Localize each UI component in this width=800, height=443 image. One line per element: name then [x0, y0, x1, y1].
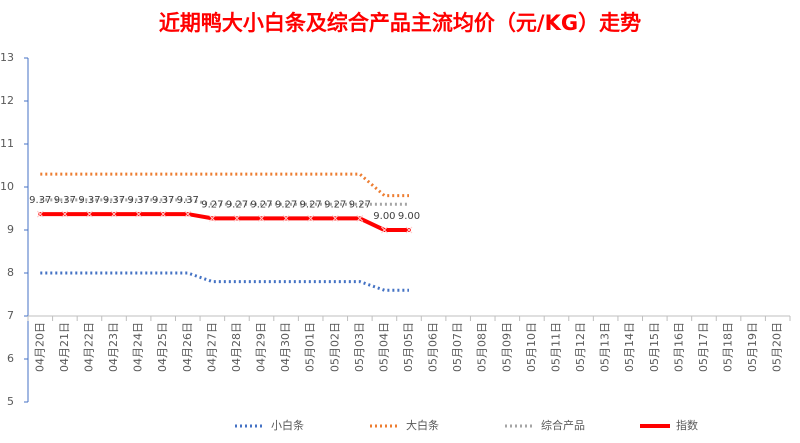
x-tick-label: 04月21日 — [58, 322, 71, 372]
point-marker — [282, 215, 290, 222]
y-tick-label: 7 — [7, 309, 14, 322]
legend-label: 指数 — [676, 418, 698, 432]
chart-title: 近期鸭大小白条及综合产品主流均价（元/KG）走势 — [159, 11, 641, 35]
x-tick-label: 05月16日 — [672, 322, 685, 372]
data-label: 9.27 — [349, 199, 371, 210]
point-marker — [356, 215, 364, 222]
x-tick-label: 04月26日 — [181, 322, 194, 372]
x-tick-label: 04月27日 — [205, 322, 218, 372]
data-label: 9.37 — [127, 195, 149, 206]
series-line — [38, 212, 411, 232]
x-tick-label: 04月25日 — [156, 322, 169, 372]
x-tick-label: 04月23日 — [107, 322, 120, 372]
data-label: 9.27 — [300, 199, 322, 210]
x-tick-label: 04月20日 — [33, 322, 46, 372]
y-tick-label: 12 — [0, 94, 14, 107]
point-marker — [233, 215, 241, 222]
x-tick-label: 04月28日 — [230, 322, 243, 372]
x-tick-label: 05月07日 — [451, 322, 464, 372]
x-tick-label: 05月01日 — [304, 322, 317, 372]
x-tick-label: 05月10日 — [525, 322, 538, 372]
x-tick-label: 04月29日 — [255, 322, 268, 372]
x-tick-label: 05月06日 — [427, 322, 440, 372]
series-line — [40, 198, 409, 206]
data-label: 9.27 — [201, 199, 223, 210]
legend-label: 小白条 — [271, 418, 304, 432]
x-tick-label: 05月04日 — [377, 322, 390, 372]
x-tick-label: 05月17日 — [697, 322, 710, 372]
legend-label: 大白条 — [406, 418, 439, 432]
point-marker — [307, 215, 315, 222]
legend-label: 综合产品 — [541, 418, 585, 432]
x-tick-label: 05月14日 — [623, 322, 636, 372]
point-marker — [36, 210, 44, 218]
point-marker — [135, 210, 142, 218]
point-marker — [110, 210, 118, 218]
x-tick-label: 05月09日 — [500, 322, 513, 372]
point-marker — [331, 215, 339, 222]
point-marker — [61, 210, 69, 218]
x-tick-label: 05月18日 — [722, 322, 735, 372]
y-tick-label: 8 — [7, 266, 14, 279]
x-tick-label: 05月02日 — [328, 322, 341, 372]
x-tick-label: 05月05日 — [402, 322, 415, 372]
point-marker — [86, 210, 93, 218]
x-tick-label: 04月30日 — [279, 322, 292, 372]
x-tick-label: 05月03日 — [353, 322, 366, 372]
data-label: 9.00 — [373, 211, 395, 222]
x-tick-label: 05月19日 — [746, 322, 759, 372]
point-marker — [159, 210, 167, 218]
x-tick-label: 05月15日 — [648, 322, 661, 372]
point-marker — [209, 215, 216, 222]
data-label: 9.37 — [177, 195, 199, 206]
x-tick-label: 05月20日 — [771, 322, 784, 372]
y-tick-label: 11 — [0, 137, 14, 150]
point-marker — [184, 210, 192, 218]
x-tick-label: 05月11日 — [549, 322, 562, 372]
data-label: 9.27 — [324, 199, 346, 210]
x-tick-label: 04月22日 — [82, 322, 95, 372]
y-tick-label: 6 — [7, 352, 14, 365]
data-label: 9.37 — [29, 195, 51, 206]
data-label: 9.37 — [78, 195, 100, 206]
x-tick-label: 04月24日 — [132, 322, 145, 372]
series-line — [40, 172, 409, 198]
point-marker — [381, 226, 388, 234]
series-line — [40, 271, 409, 292]
x-tick-label: 05月12日 — [574, 322, 587, 372]
data-label: 9.37 — [103, 195, 125, 206]
data-label: 9.27 — [275, 199, 297, 210]
data-label: 9.27 — [250, 199, 272, 210]
y-tick-label: 13 — [0, 51, 14, 64]
data-label: 9.37 — [54, 195, 76, 206]
data-label: 9.37 — [152, 195, 174, 206]
y-tick-label: 9 — [7, 223, 14, 236]
y-tick-label: 10 — [0, 180, 14, 193]
data-label: 9.00 — [398, 211, 420, 222]
x-tick-label: 05月13日 — [599, 322, 612, 372]
point-marker — [405, 226, 413, 234]
point-marker — [258, 215, 265, 222]
data-label: 9.27 — [226, 199, 248, 210]
y-tick-label: 5 — [7, 395, 14, 408]
x-tick-label: 05月08日 — [476, 322, 489, 372]
